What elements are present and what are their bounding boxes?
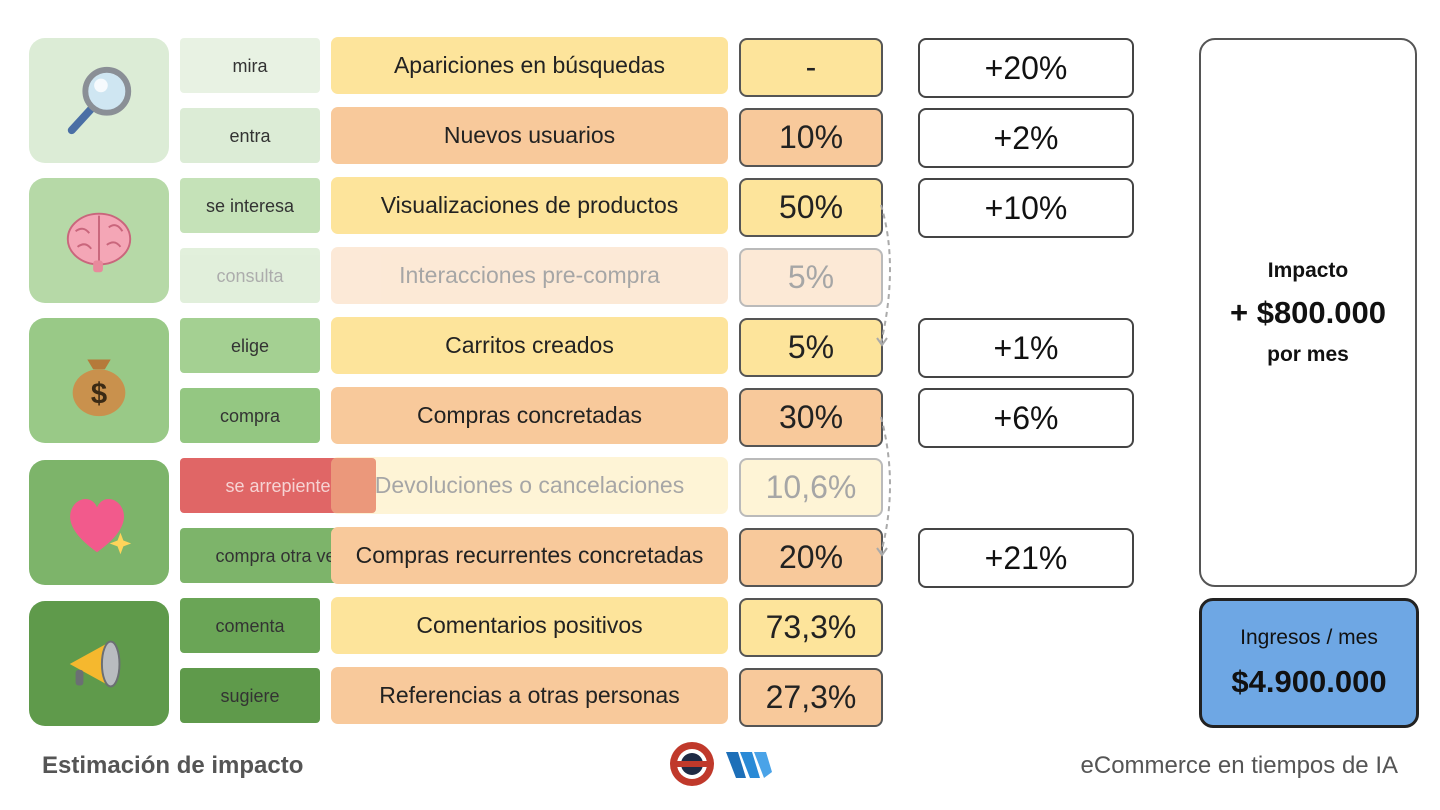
metric-value: 10% xyxy=(739,108,883,167)
metric-label: Compras concretadas xyxy=(331,387,728,444)
boost-value: +10% xyxy=(918,178,1134,238)
income-label: Ingresos / mes xyxy=(1240,626,1378,650)
metric-value: 27,3% xyxy=(739,668,883,727)
badge-logo-icon xyxy=(668,740,716,788)
metric-value: 10,6% xyxy=(739,458,883,517)
connector-arrows xyxy=(875,195,905,570)
metric-label: Carritos creados xyxy=(331,317,728,374)
verb-label: mira xyxy=(180,38,320,93)
megaphone-icon xyxy=(60,625,138,703)
verb-label: comenta xyxy=(180,598,320,653)
metric-label: Referencias a otras personas xyxy=(331,667,728,724)
verb-label: elige xyxy=(180,318,320,373)
stage-advocacy xyxy=(29,601,169,726)
income-amount: $4.900.000 xyxy=(1231,664,1386,700)
footer-logos xyxy=(668,740,778,788)
metric-label: Comentarios positivos xyxy=(331,597,728,654)
sparkling-heart-icon xyxy=(60,484,138,562)
metric-value: - xyxy=(739,38,883,97)
impact-amount: + $800.000 xyxy=(1230,295,1386,331)
stage-loyalty xyxy=(29,460,169,585)
verb-label: sugiere xyxy=(180,668,320,723)
svg-text:$: $ xyxy=(91,378,107,410)
metric-label: Apariciones en búsquedas xyxy=(331,37,728,94)
footer-subtitle: eCommerce en tiempos de IA xyxy=(1081,752,1398,780)
metric-value: 30% xyxy=(739,388,883,447)
impact-label: Impacto xyxy=(1268,259,1349,283)
metric-value: 5% xyxy=(739,248,883,307)
footer-title: Estimación de impacto xyxy=(42,752,303,780)
boost-value: +20% xyxy=(918,38,1134,98)
metric-label: Devoluciones o cancelaciones xyxy=(331,457,728,514)
verb-label: compra xyxy=(180,388,320,443)
metric-label: Visualizaciones de productos xyxy=(331,177,728,234)
magnifying-glass-icon xyxy=(60,62,138,140)
metric-value: 73,3% xyxy=(739,598,883,657)
impact-period: por mes xyxy=(1267,343,1349,367)
verb-label: se interesa xyxy=(180,178,320,233)
metric-value: 5% xyxy=(739,318,883,377)
income-panel: Ingresos / mes $4.900.000 xyxy=(1199,598,1419,728)
boost-value: +21% xyxy=(918,528,1134,588)
brand-logo-icon xyxy=(724,750,774,780)
verb-label: consulta xyxy=(180,248,320,303)
stage-interest xyxy=(29,178,169,303)
boost-value: +6% xyxy=(918,388,1134,448)
boost-value: +1% xyxy=(918,318,1134,378)
metric-label: Interacciones pre-compra xyxy=(331,247,728,304)
metric-value: 20% xyxy=(739,528,883,587)
metric-label: Compras recurrentes concretadas xyxy=(331,527,728,584)
impact-panel: Impacto + $800.000 por mes xyxy=(1199,38,1417,587)
brain-icon xyxy=(60,202,138,280)
metric-label: Nuevos usuarios xyxy=(331,107,728,164)
verb-label: entra xyxy=(180,108,320,163)
boost-value: +2% xyxy=(918,108,1134,168)
money-bag-icon: $ xyxy=(60,342,138,420)
stage-search xyxy=(29,38,169,163)
metric-value: 50% xyxy=(739,178,883,237)
stage-choose: $ xyxy=(29,318,169,443)
